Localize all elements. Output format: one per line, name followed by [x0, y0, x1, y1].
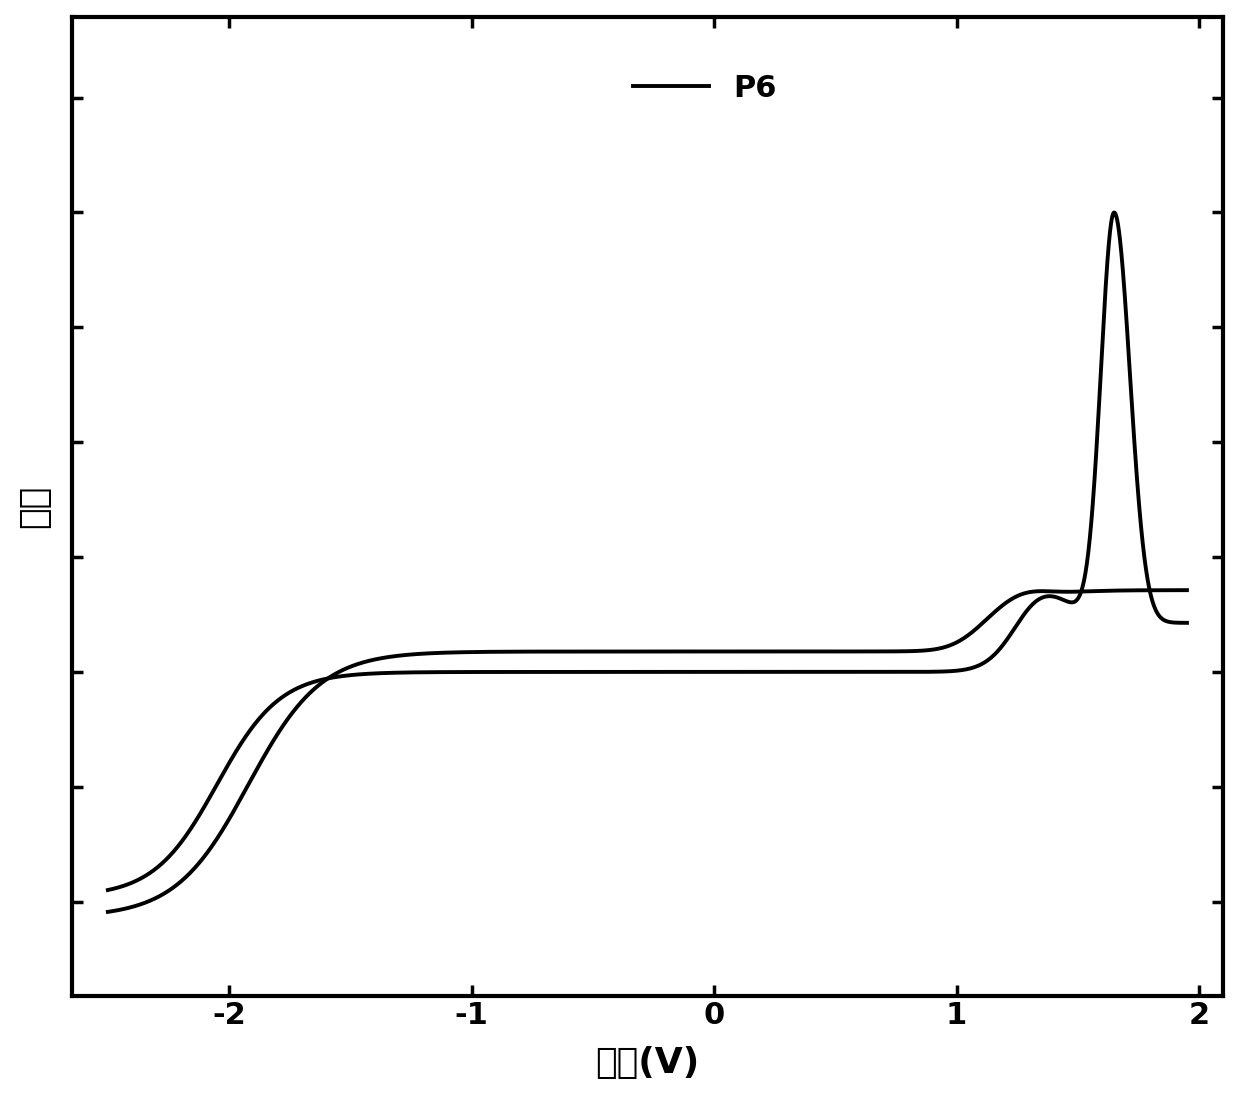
Line: P6: P6	[108, 213, 1187, 890]
P6	[1107, 206, 1122, 219]
Y-axis label: 电流: 电流	[16, 485, 51, 528]
P6	[560, 666, 575, 679]
P6	[288, 682, 303, 695]
P6	[515, 666, 529, 679]
P6	[1179, 617, 1194, 630]
P6	[1158, 614, 1173, 627]
P6	[223, 754, 238, 767]
Legend: P6: P6	[620, 61, 790, 115]
P6	[100, 883, 115, 896]
P6	[1042, 589, 1056, 602]
X-axis label: 电势(V): 电势(V)	[595, 1047, 699, 1081]
